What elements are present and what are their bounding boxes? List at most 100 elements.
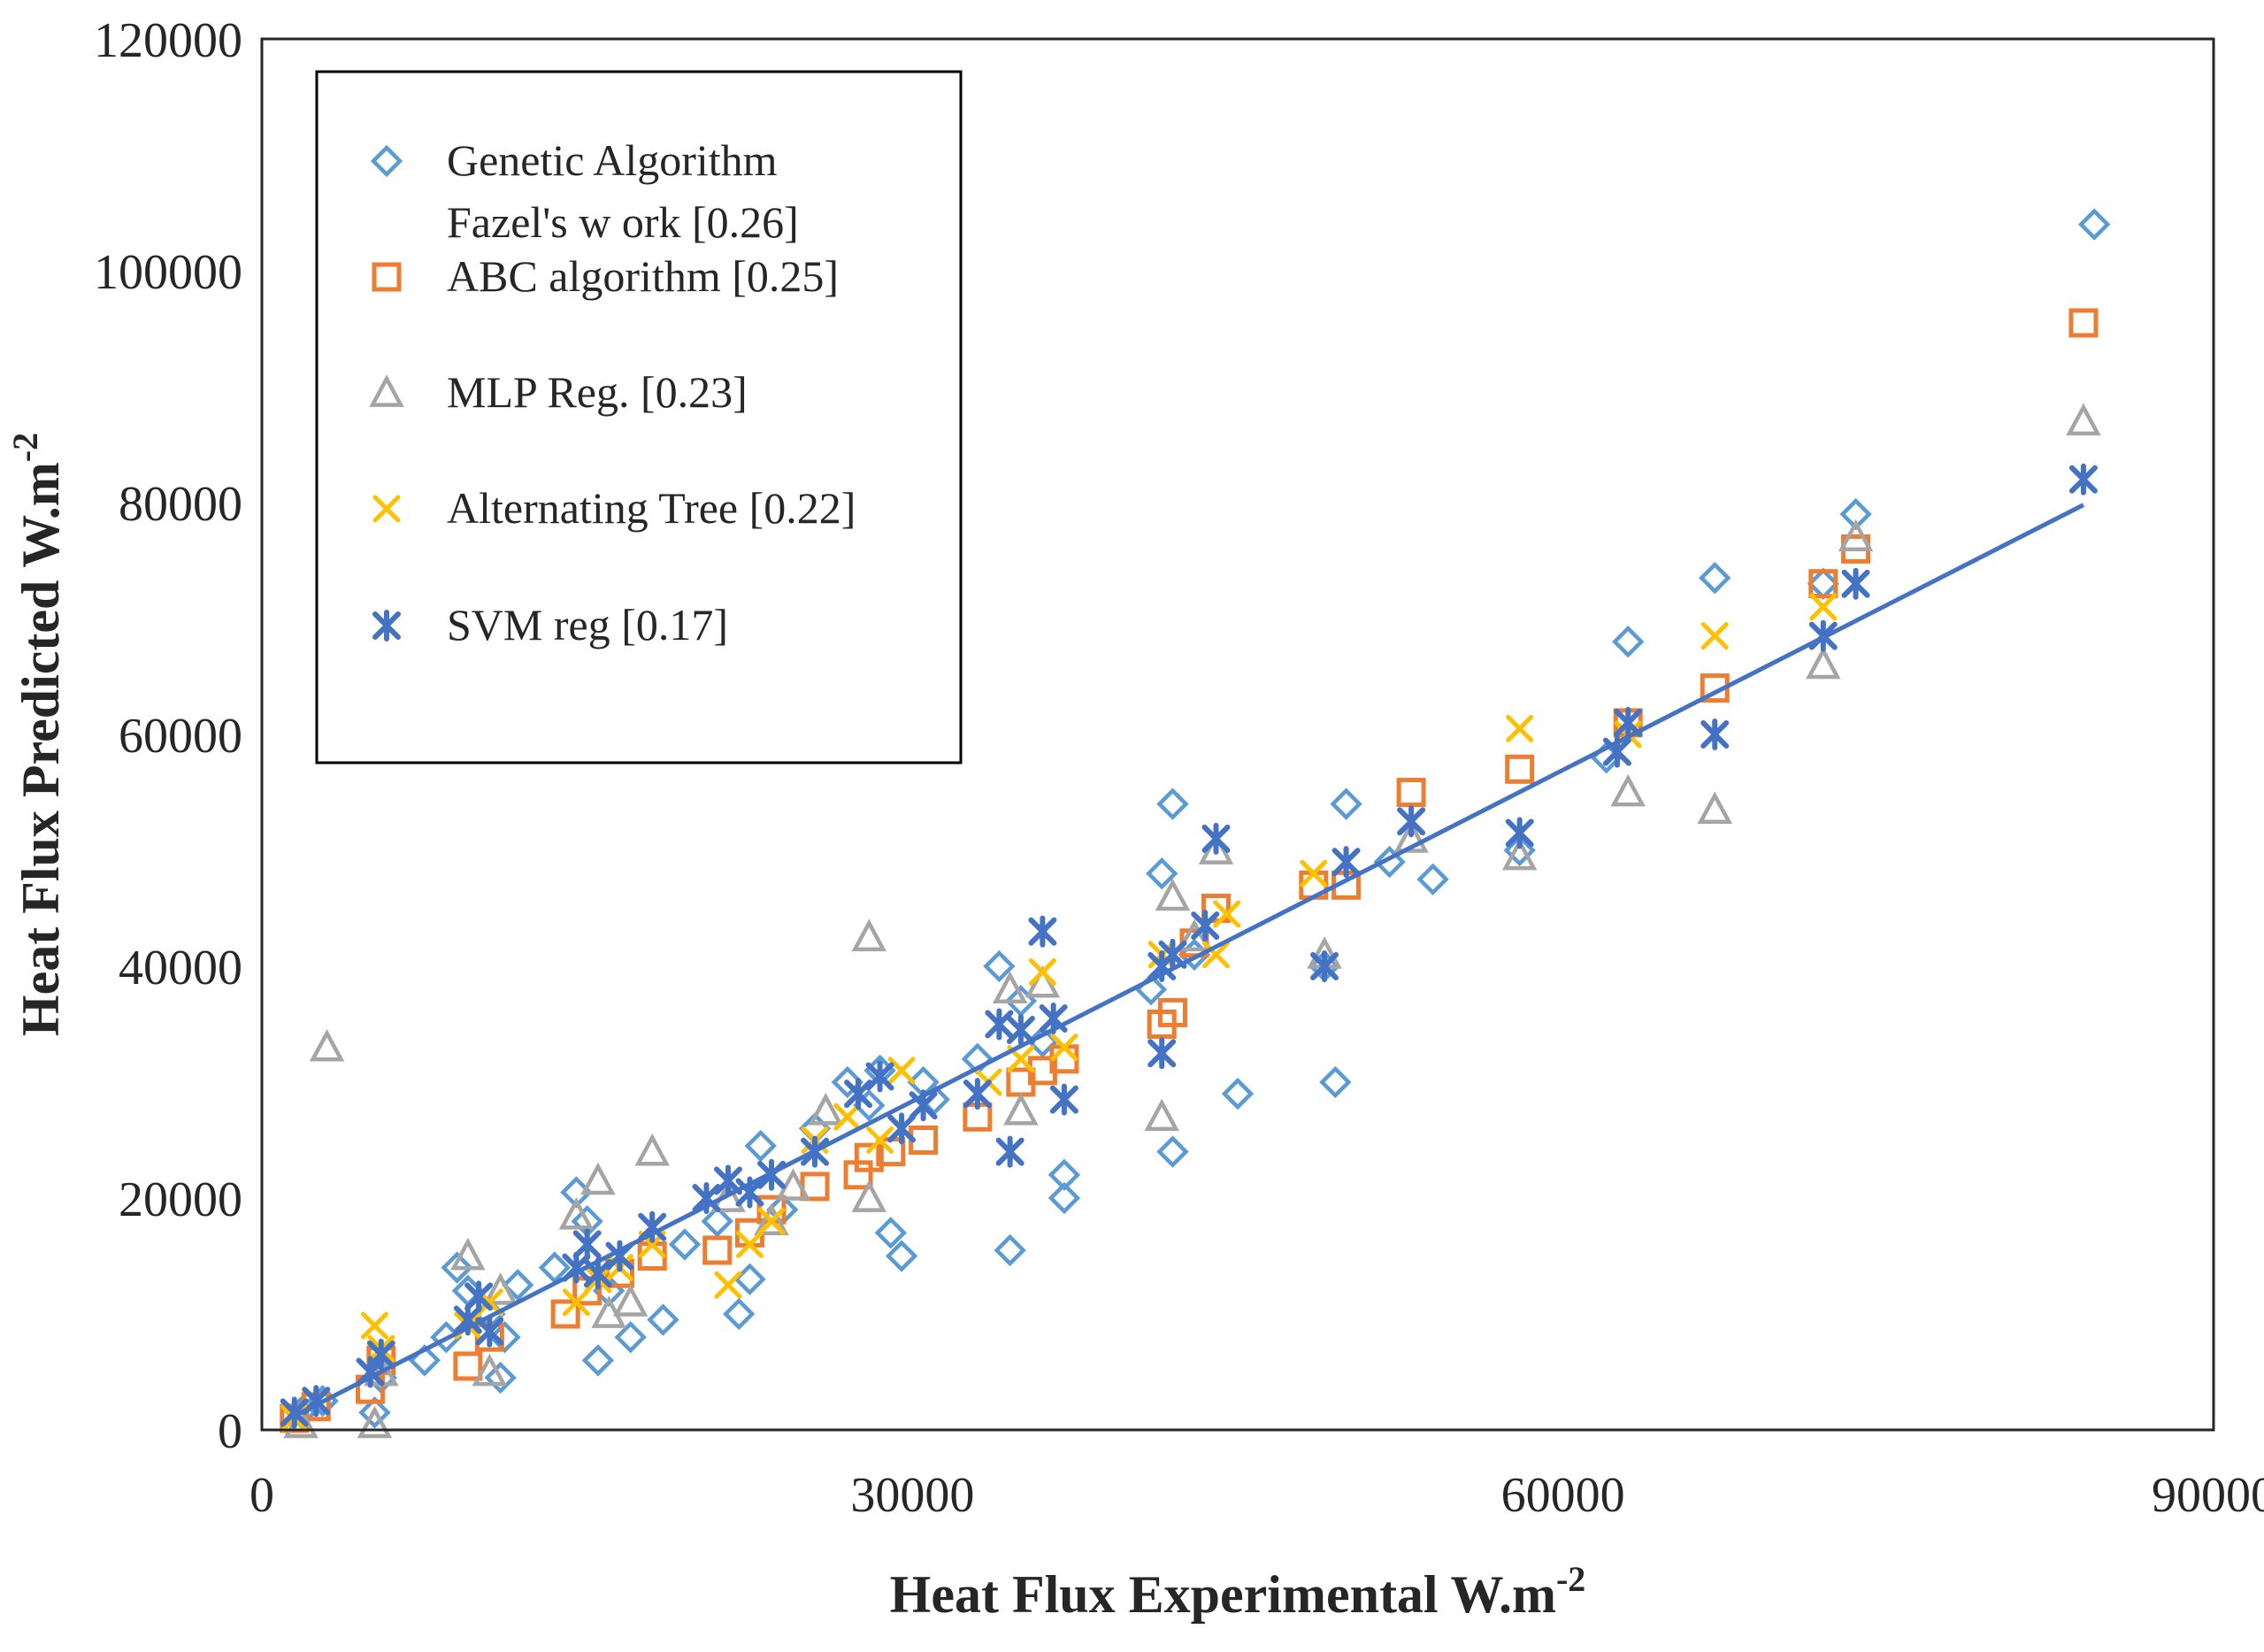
legend-entry: SVM reg [0.17] [372, 600, 728, 649]
data-point-triangle [1025, 964, 1061, 998]
x-axis-title-text: Heat Flux Experimental W.m [890, 1565, 1556, 1624]
data-point-star [1158, 938, 1187, 971]
legend-label: Genetic Algorithm [447, 135, 778, 185]
legend-marker-star [372, 610, 401, 642]
data-point-diamond [983, 949, 1016, 983]
data-point-diamond [994, 1233, 1026, 1267]
x-axis-title: Heat Flux Experimental W.m-2 [890, 1559, 1586, 1624]
data-point-star [1201, 822, 1231, 855]
data-point-triangle [851, 918, 887, 952]
trend-line [293, 503, 2085, 1418]
trend-line-layer [293, 503, 2085, 1418]
data-point-diamond [502, 1269, 534, 1302]
data-point-star [464, 1280, 494, 1313]
legend-label: Alternating Tree [0.22] [447, 483, 856, 533]
data-point-diamond [581, 1344, 615, 1377]
data-point-x [1028, 958, 1056, 987]
data-point-diamond [358, 1396, 391, 1429]
data-point-diamond [874, 1217, 908, 1249]
data-point-x [1506, 714, 1534, 742]
data-point-triangle [634, 1133, 670, 1166]
y-axis-title-text: Heat Flux Predicted W.m [12, 462, 70, 1036]
data-point-triangle [558, 1196, 595, 1230]
data-point-diamond [484, 1361, 517, 1395]
data-point-x [1809, 593, 1838, 621]
data-point-square [1808, 569, 1838, 599]
data-point-star [963, 1078, 992, 1110]
data-point-diamond [1146, 857, 1178, 890]
y-tick-label: 120000 [94, 13, 242, 68]
data-point-triangle [1697, 791, 1733, 824]
data-point-x [1213, 900, 1241, 928]
data-point-triangle [612, 1284, 649, 1317]
legend-label: ABC algorithm [0.25] [447, 251, 839, 301]
data-point-diamond [723, 1297, 756, 1331]
plot-area-frame [260, 37, 2215, 1432]
data-point-diamond [1373, 845, 1406, 879]
y-tick-label: 80000 [119, 477, 242, 532]
data-point-star [995, 1135, 1025, 1168]
legend-label: MLP Reg. [0.23] [447, 367, 748, 417]
data-point-diamond [1156, 788, 1189, 820]
data-point-triangle [482, 1272, 518, 1305]
data-point-diamond [885, 1240, 918, 1272]
data-point-star [1700, 718, 1730, 750]
data-point-diamond [2078, 208, 2111, 241]
data-point-triangle [580, 1162, 616, 1195]
legend-label: Fazel's w ork [0.26] [447, 197, 799, 247]
data-point-x [833, 1103, 862, 1131]
data-point-square [2068, 308, 2099, 338]
y-tick-label: 60000 [119, 709, 242, 764]
data-point-square [1396, 778, 1426, 807]
legend-label: SVM reg [0.17] [447, 600, 728, 649]
data-point-square [1505, 754, 1535, 784]
data-point-star [366, 1338, 395, 1371]
legend-marker-triangle [369, 374, 404, 407]
data-point-star [1028, 915, 1057, 948]
y-tick-label: 40000 [119, 941, 242, 995]
data-point-diamond [701, 1205, 733, 1238]
data-point-diamond [1503, 834, 1536, 867]
data-point-diamond [538, 1251, 572, 1284]
data-point-triangle [1806, 646, 1841, 680]
data-point-diamond [1048, 1158, 1081, 1191]
data-point-star [713, 1164, 742, 1197]
data-point-triangle [450, 1237, 486, 1271]
data-point-x [1300, 859, 1328, 887]
legend-entry: ABC algorithm [0.25] [372, 251, 839, 301]
data-point-star [2068, 463, 2098, 496]
data-point-star [1049, 1083, 1078, 1116]
x-tick-label: 90000 [2152, 1468, 2264, 1523]
data-point-triangle [1177, 918, 1212, 952]
data-point-triangle [2066, 403, 2101, 436]
data-point-diamond [488, 1321, 521, 1354]
legend-entry: MLP Reg. [0.23] [369, 367, 748, 417]
data-point-star [844, 1078, 873, 1110]
legend-marker-diamond [370, 144, 403, 178]
data-point-square [453, 1351, 483, 1381]
data-point-star [280, 1396, 309, 1429]
data-point-x [887, 1057, 916, 1085]
data-point-triangle [992, 971, 1028, 1004]
y-tick-label: 20000 [119, 1172, 242, 1227]
data-point-x [866, 1126, 894, 1154]
data-point-star [1191, 910, 1220, 942]
data-point-triangle [1610, 773, 1646, 807]
data-point-star [1397, 805, 1426, 838]
data-point-diamond [647, 1303, 679, 1336]
data-point-diamond [1612, 626, 1645, 658]
data-point-star [1332, 846, 1361, 879]
data-point-diamond [1048, 1181, 1081, 1215]
data-point-star [1147, 1037, 1177, 1070]
data-point-triangle [1144, 1098, 1179, 1132]
data-point-diamond [1416, 863, 1449, 895]
data-point-square [854, 1142, 884, 1172]
data-point-diamond [1699, 561, 1731, 595]
data-point-star [887, 1112, 917, 1145]
x-tick-label: 30000 [850, 1468, 974, 1523]
x-axis-title-superscript: -2 [1556, 1559, 1585, 1599]
legend: Genetic Algorithm Fazel's w ork [0.26]ABC… [315, 70, 963, 765]
data-point-star [1841, 567, 1870, 600]
